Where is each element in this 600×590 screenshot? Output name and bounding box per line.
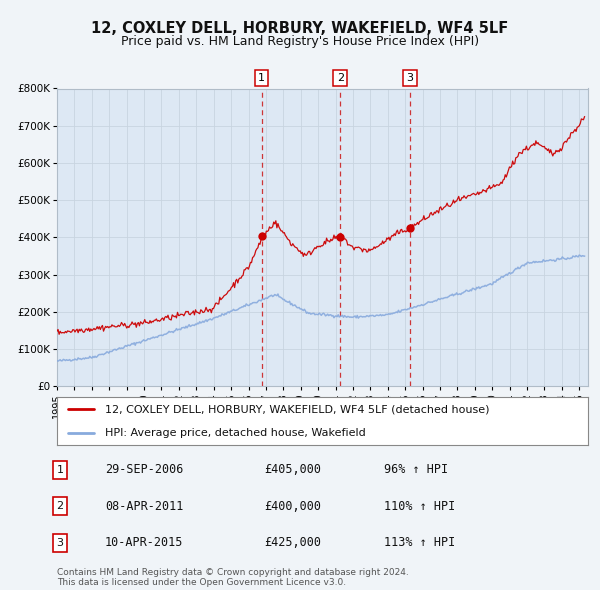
Text: Contains HM Land Registry data © Crown copyright and database right 2024.
This d: Contains HM Land Registry data © Crown c… [57, 568, 409, 587]
Text: 10-APR-2015: 10-APR-2015 [105, 536, 184, 549]
Text: 12, COXLEY DELL, HORBURY, WAKEFIELD, WF4 5LF: 12, COXLEY DELL, HORBURY, WAKEFIELD, WF4… [91, 21, 509, 35]
Text: 110% ↑ HPI: 110% ↑ HPI [384, 500, 455, 513]
Text: 96% ↑ HPI: 96% ↑ HPI [384, 463, 448, 476]
Text: 1: 1 [56, 465, 64, 474]
Text: £405,000: £405,000 [264, 463, 321, 476]
Text: 113% ↑ HPI: 113% ↑ HPI [384, 536, 455, 549]
Text: £400,000: £400,000 [264, 500, 321, 513]
Text: 1: 1 [258, 73, 265, 83]
Text: 29-SEP-2006: 29-SEP-2006 [105, 463, 184, 476]
Text: 12, COXLEY DELL, HORBURY, WAKEFIELD, WF4 5LF (detached house): 12, COXLEY DELL, HORBURY, WAKEFIELD, WF4… [105, 404, 489, 414]
Text: HPI: Average price, detached house, Wakefield: HPI: Average price, detached house, Wake… [105, 428, 365, 438]
Text: 3: 3 [56, 538, 64, 548]
Text: 08-APR-2011: 08-APR-2011 [105, 500, 184, 513]
Text: 2: 2 [337, 73, 344, 83]
Text: 2: 2 [56, 502, 64, 511]
Text: 3: 3 [406, 73, 413, 83]
Text: Price paid vs. HM Land Registry's House Price Index (HPI): Price paid vs. HM Land Registry's House … [121, 35, 479, 48]
Text: £425,000: £425,000 [264, 536, 321, 549]
